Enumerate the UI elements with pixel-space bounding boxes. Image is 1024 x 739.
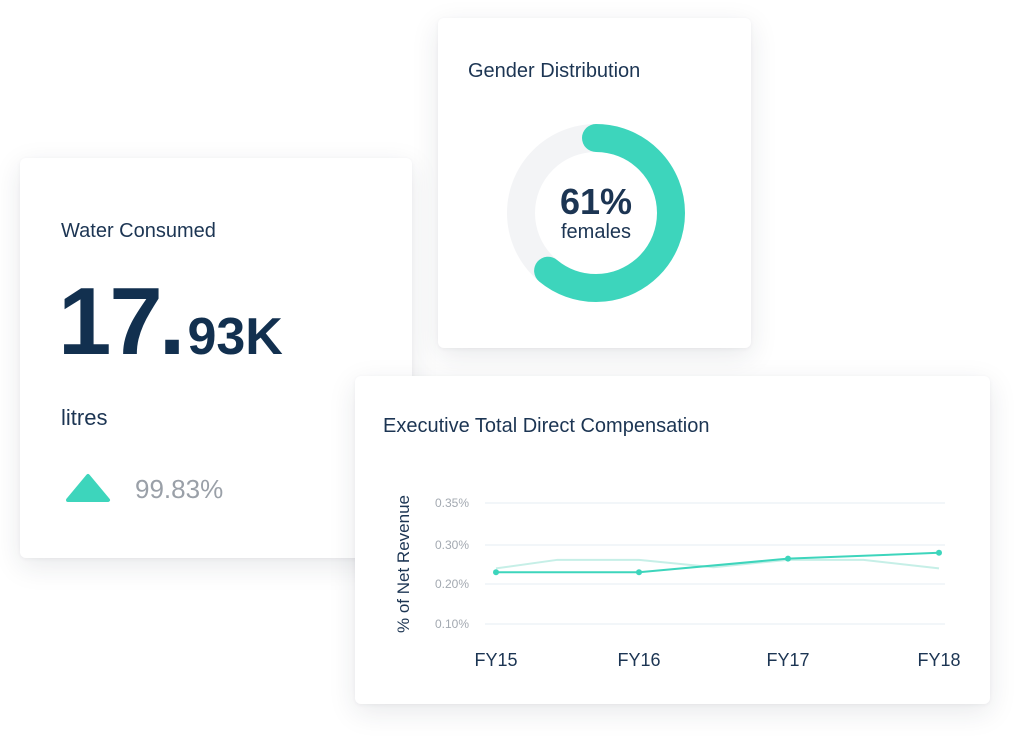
water-consumed-title: Water Consumed [61, 220, 216, 242]
x-tick-label: FY17 [766, 650, 809, 670]
water-value-integer: 17 [58, 268, 163, 375]
water-consumed-value: 17.93K [58, 274, 283, 370]
x-tick-label: FY15 [474, 650, 517, 670]
gender-donut-chart [507, 124, 685, 302]
compensation-line-chart: 0.35% 0.30% 0.20% 0.10% FY15 FY16 FY17 FY18 % … [394, 495, 961, 670]
water-value-decimal: 93K [187, 308, 283, 366]
faded-series-line [495, 558, 940, 570]
y-tick-label: 0.20% [435, 577, 469, 591]
y-tick-label: 0.30% [435, 538, 469, 552]
chart-grid [485, 502, 945, 625]
executive-compensation-card: Executive Total Direct Compensation 0.35… [355, 376, 990, 704]
data-point [493, 569, 499, 576]
donut-female-arc [507, 124, 685, 302]
primary-series-line [496, 551, 940, 574]
x-tick-label: FY18 [917, 650, 960, 670]
triangle-up-icon [66, 474, 110, 502]
chart-series [493, 549, 942, 576]
donut-sub-label: females [560, 220, 632, 243]
y-tick-label: 0.35% [435, 496, 469, 510]
executive-compensation-title: Executive Total Direct Compensation [383, 415, 710, 437]
water-unit: litres [61, 405, 108, 430]
data-point [636, 569, 642, 576]
gender-distribution-title: Gender Distribution [468, 60, 641, 82]
x-tick-labels: FY15 FY16 FY17 FY18 [474, 650, 960, 670]
donut-center-label: 61% females [504, 121, 688, 305]
y-axis-label: % of Net Revenue [394, 495, 413, 633]
water-value-separator: . [158, 268, 186, 375]
donut-percent: 61% [559, 181, 633, 223]
water-consumed-card: Water Consumed 17.93K litres 99.83% [20, 158, 412, 558]
y-tick-label: 0.10% [435, 617, 469, 631]
data-point [785, 555, 791, 562]
gender-distribution-card: Gender Distribution 61% females [438, 18, 751, 348]
x-tick-label: FY16 [617, 650, 660, 670]
water-trend-value: 99.83% [135, 474, 224, 504]
data-point [936, 549, 942, 556]
y-tick-labels: 0.35% 0.30% 0.20% 0.10% [435, 496, 469, 631]
